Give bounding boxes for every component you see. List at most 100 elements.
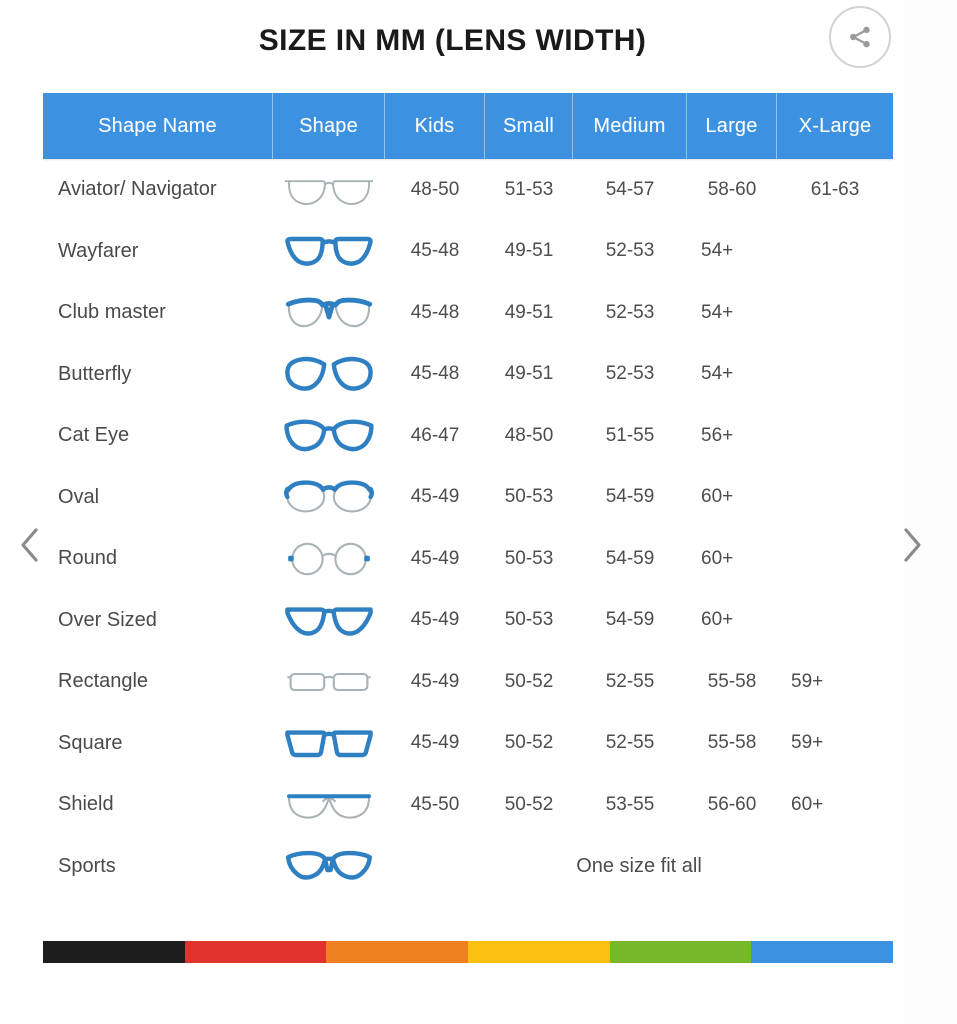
row-shape-illustration <box>273 282 385 344</box>
row-size-small: 49-51 <box>504 363 554 385</box>
rectangle-glasses-icon <box>287 672 371 691</box>
row-size-medium: 54-59 <box>605 547 655 569</box>
row-size-xlarge: 61-63 <box>810 178 860 200</box>
row-size-xlarge <box>777 590 893 652</box>
color-swatch-2 <box>326 941 468 963</box>
size-chart-table: Shape Name Shape Kids Small Medium Large… <box>43 93 893 897</box>
table-row: Club master 45-48 49-51 52-53 54+ <box>43 282 893 344</box>
row-size-small: 50-53 <box>504 609 554 631</box>
row-size-large: 54+ <box>701 240 734 262</box>
row-shape-name: Oval <box>58 485 100 508</box>
table-row: Aviator/ Navigator 48-50 51-53 54-57 58-60 61… <box>43 159 893 221</box>
table-header-row: Shape Name Shape Kids Small Medium Large… <box>43 93 893 159</box>
row-size-large: 58-60 <box>707 178 757 200</box>
size-chart-card: SIZE IN MM (LENS WIDTH) Shape Name Shape… <box>0 0 905 963</box>
table-row: Cat Eye 46-47 48-50 51-55 56+ <box>43 405 893 467</box>
row-shape-illustration <box>273 651 385 713</box>
row-size-large: 56-60 <box>707 793 757 815</box>
row-size-small: 50-53 <box>504 486 554 508</box>
row-size-xlarge: 59+ <box>791 732 824 754</box>
round-glasses-icon <box>288 542 370 575</box>
row-size-small: 51-53 <box>504 178 554 200</box>
table-row: Rectangle 45-49 50-52 52-55 55-58 59+ <box>43 651 893 713</box>
row-size-small: 50-52 <box>504 670 554 692</box>
row-shape-name: Over Sized <box>58 608 157 631</box>
row-size-medium: 54-57 <box>605 178 655 200</box>
row-size-kids: 45-50 <box>410 793 460 815</box>
row-size-large: 56+ <box>701 424 734 446</box>
row-shape-name: Round <box>58 547 117 570</box>
table-row: Wayfarer 45-48 49-51 52-53 54+ <box>43 221 893 283</box>
chevron-right-icon[interactable] <box>890 518 934 572</box>
row-size-large: 55-58 <box>707 670 757 692</box>
row-size-xlarge: 60+ <box>791 793 824 815</box>
row-size-xlarge <box>777 405 893 467</box>
row-shape-name: Sports <box>58 854 116 877</box>
row-size-kids: 45-48 <box>410 301 460 323</box>
row-size-small: 50-52 <box>504 793 554 815</box>
row-shape-name: Aviator/ Navigator <box>58 178 217 201</box>
table-row: Oval 45-49 50-53 54-59 60+ <box>43 467 893 529</box>
row-size-kids: 45-49 <box>410 547 460 569</box>
row-size-xlarge: 59+ <box>791 670 824 692</box>
column-header-xlarge: X-Large <box>798 114 872 137</box>
row-size-xlarge <box>777 282 893 344</box>
table-row: Shield 45-50 50-52 53-55 56-60 60+ <box>43 774 893 836</box>
row-size-large: 54+ <box>701 363 734 385</box>
row-size-kids: 45-48 <box>410 240 460 262</box>
row-size-kids: 45-49 <box>410 609 460 631</box>
row-shape-illustration <box>273 405 385 467</box>
color-swatch-4 <box>609 941 752 963</box>
row-size-large: 60+ <box>701 547 734 569</box>
color-swatch-3 <box>467 941 610 963</box>
column-header-shape-name: Shape Name <box>43 93 273 159</box>
share-icon[interactable] <box>829 6 891 68</box>
oversized-glasses-icon <box>285 607 373 636</box>
column-header-medium: Medium <box>573 93 687 159</box>
aviator-glasses-icon <box>285 179 373 205</box>
table-row: Sports One size fit all <box>43 836 893 898</box>
row-size-kids: 48-50 <box>410 178 460 200</box>
row-shape-illustration <box>273 528 385 590</box>
chevron-left-icon[interactable] <box>8 518 52 572</box>
row-size-small: 49-51 <box>504 240 554 262</box>
row-size-small: 49-51 <box>504 301 554 323</box>
row-size-small: 50-52 <box>504 732 554 754</box>
table-body: Aviator/ Navigator 48-50 51-53 54-57 58-60 61… <box>43 159 893 897</box>
cateye-glasses-icon <box>284 419 374 452</box>
table-row: Over Sized 45-49 50-53 54-59 60+ <box>43 590 893 652</box>
column-header-shape: Shape <box>273 93 385 159</box>
row-size-kids: 45-48 <box>410 363 460 385</box>
column-header-kids: Kids <box>385 93 485 159</box>
row-size-medium: 52-55 <box>605 732 655 754</box>
row-size-small: 50-53 <box>504 547 554 569</box>
row-shape-name: Cat Eye <box>58 424 130 447</box>
sports-glasses-icon <box>286 851 372 880</box>
row-size-small: 48-50 <box>504 424 554 446</box>
page-right-margin <box>905 0 957 1024</box>
oval-glasses-icon <box>284 480 374 513</box>
row-size-xlarge <box>777 528 893 590</box>
table-row: Round 45-49 50-53 54-59 60+ <box>43 528 893 590</box>
row-shape-illustration <box>273 590 385 652</box>
row-size-large: 55-58 <box>707 732 757 754</box>
wayfarer-glasses-icon <box>285 237 373 267</box>
row-size-kids: 46-47 <box>410 424 460 446</box>
row-shape-illustration <box>273 344 385 406</box>
row-size-medium: 54-59 <box>605 609 655 631</box>
row-shape-name: Butterfly <box>58 362 132 385</box>
row-size-medium: 54-59 <box>605 486 655 508</box>
color-strip <box>43 941 893 963</box>
row-size-xlarge <box>777 221 893 283</box>
title-bar: SIZE IN MM (LENS WIDTH) <box>0 0 905 88</box>
row-shape-illustration <box>273 713 385 775</box>
color-swatch-0 <box>43 941 185 963</box>
row-size-kids: 45-49 <box>410 486 460 508</box>
table-row: Square 45-49 50-52 52-55 55-58 59+ <box>43 713 893 775</box>
row-size-large: 54+ <box>701 301 734 323</box>
row-size-xlarge <box>777 344 893 406</box>
row-shape-name: Club master <box>58 301 166 324</box>
row-size-kids: 45-49 <box>410 670 460 692</box>
row-shape-illustration <box>273 836 385 898</box>
row-size-medium: 52-53 <box>605 301 655 323</box>
